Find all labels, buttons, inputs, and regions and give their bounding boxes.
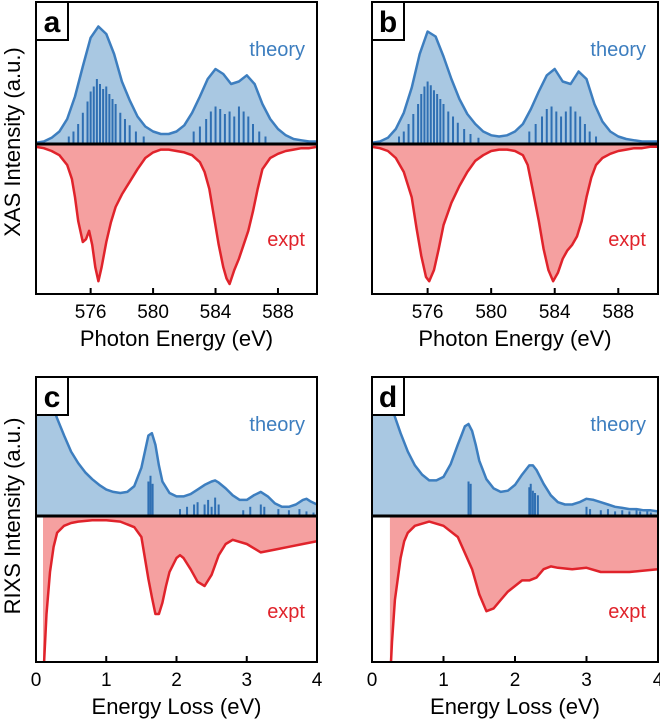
- panel-d-letter: d: [379, 381, 397, 414]
- panel-d-x-tick-label: 4: [653, 670, 660, 691]
- panel-a-letter-box: [35, 1, 69, 41]
- panel-d-plot-area: [372, 377, 658, 662]
- panel-a-theory-line: [36, 25, 317, 145]
- panel-d-x-axis-label: Energy Loss (eV): [430, 694, 600, 719]
- panel-a-expt-fill: [36, 144, 317, 284]
- panel-d-theory-line: [377, 377, 658, 513]
- panel-b-expt-label: expt: [608, 229, 646, 251]
- panel-d-expt-line: [389, 520, 658, 662]
- panel-a-letter: a: [44, 6, 61, 39]
- panel-c-x-tick-label: 2: [171, 670, 182, 691]
- panel-a-x-axis-label: Photon Energy (eV): [80, 326, 273, 351]
- panel-b-theory-label: theory: [590, 39, 646, 61]
- panel-d-expt-label: expt: [608, 601, 646, 623]
- panel-c-x-axis-label: Energy Loss (eV): [92, 694, 262, 719]
- panel-c-x-tick-label: 4: [312, 670, 323, 691]
- panels-group: 576 580 584 588 Photon Energy (eV) a theory exp…: [31, 1, 660, 719]
- panel-b-letter-box: [371, 1, 405, 41]
- panel-a-expt-line: [36, 145, 317, 286]
- panel-d-x-tick-label: 3: [581, 670, 592, 691]
- rixs-y-axis-label: RIXS Intensity (a.u.): [0, 418, 25, 615]
- panel-b-x-tick-label: 588: [602, 302, 634, 323]
- panel-a-x-tick-label: 588: [262, 302, 294, 323]
- panel-a-x-tick-label: 576: [75, 302, 107, 323]
- panel-c-letter: c: [44, 381, 61, 414]
- xas-y-axis-label: XAS Intensity (a.u.): [0, 47, 25, 237]
- panel-b-x-tick-label: 580: [475, 302, 507, 323]
- panel-a-expt-label: expt: [267, 229, 305, 251]
- panel-b-expt-fill: [372, 144, 658, 282]
- panel-b: 576 580 584 588 Photon Energy (eV) b theory exp…: [371, 1, 659, 351]
- panel-c-x-tick-label: 0: [31, 670, 42, 691]
- panel-c-expt-label: expt: [267, 601, 305, 623]
- panel-a-theory-label: theory: [249, 39, 305, 61]
- panel-b-expt-line: [372, 145, 658, 283]
- panel-c-x-tick-label: 1: [101, 670, 112, 691]
- panel-c-theory-fill: [36, 378, 317, 516]
- panel-b-frame: [371, 1, 659, 295]
- panel-c-theory-label: theory: [249, 414, 305, 436]
- panel-b-x-axis-label: Photon Energy (eV): [418, 326, 611, 351]
- panel-d-x-tick-label: 0: [367, 670, 378, 691]
- panel-d-x-tick-label: 2: [510, 670, 521, 691]
- panel-d-theory-label: theory: [590, 414, 646, 436]
- panel-c-plot-area: [36, 377, 317, 662]
- panel-d: 0 1 2 3 4 Energy Loss (eV) d theory expt: [367, 376, 660, 719]
- panel-c-theory-line: [36, 377, 317, 509]
- panel-d-x-tick-label: 1: [438, 670, 449, 691]
- panel-c-expt-line: [42, 518, 317, 662]
- panel-a-frame: [35, 1, 318, 295]
- panel-a-x-tick-label: 584: [200, 302, 232, 323]
- panel-d-letter-box: [371, 376, 405, 416]
- panel-b-letter: b: [379, 6, 397, 39]
- panel-a-plot-area: [36, 25, 317, 286]
- panel-c: 0 1 2 3 4 Energy Loss (eV) c theory expt: [31, 376, 323, 719]
- panel-a: 576 580 584 588 Photon Energy (eV) a theory exp…: [35, 1, 318, 351]
- panel-b-theory-line: [372, 30, 658, 145]
- panel-b-plot-area: [372, 30, 658, 283]
- panel-a-x-tick-label: 580: [137, 302, 169, 323]
- panel-b-x-tick-label: 576: [412, 302, 444, 323]
- panel-d-expt-fill: [389, 516, 658, 662]
- panel-b-x-tick-label: 584: [539, 302, 571, 323]
- panel-c-x-tick-label: 3: [241, 670, 252, 691]
- panel-d-theory-fill: [372, 377, 658, 516]
- panel-c-letter-box: [35, 376, 69, 416]
- panel-c-expt-fill: [43, 516, 317, 662]
